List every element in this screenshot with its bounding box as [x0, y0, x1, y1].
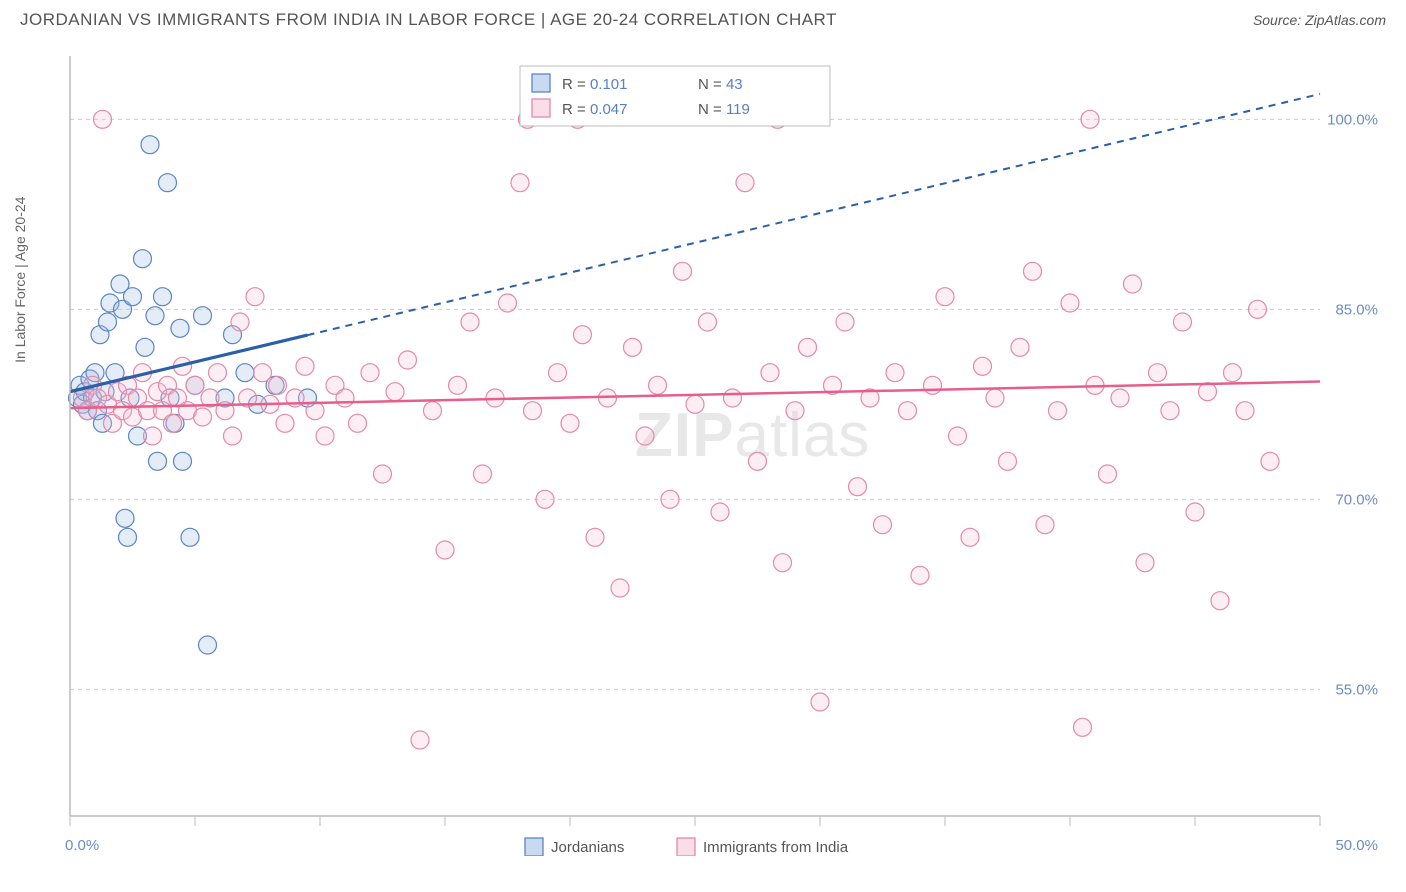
x-tick-label: 0.0% [65, 837, 99, 854]
y-tick-label: 55.0% [1335, 681, 1378, 698]
y-tick-label: 70.0% [1335, 491, 1378, 508]
chart-header: JORDANIAN VS IMMIGRANTS FROM INDIA IN LA… [0, 0, 1406, 36]
chart-title: JORDANIAN VS IMMIGRANTS FROM INDIA IN LA… [20, 10, 837, 30]
correlation-scatter-chart: 55.0%70.0%85.0%100.0%0.0%50.0%ZIPatlasR … [20, 36, 1386, 856]
source-prefix: Source: [1253, 12, 1305, 28]
legend-r-immigrants: R = 0.047 [562, 101, 627, 118]
legend-n-immigrants: N = 119 [698, 101, 750, 118]
x-tick-label: 50.0% [1335, 837, 1378, 854]
legend-label-immigrants: Immigrants from India [703, 839, 849, 856]
legend-r-jordanians: R = 0.101 [562, 76, 627, 93]
y-tick-label: 100.0% [1327, 111, 1378, 128]
source-name: ZipAtlas.com [1305, 12, 1386, 28]
y-axis-label: In Labor Force | Age 20-24 [12, 197, 28, 363]
chart-container: In Labor Force | Age 20-24 55.0%70.0%85.… [20, 36, 1386, 856]
legend-n-jordanians: N = 43 [698, 76, 743, 93]
source-attribution: Source: ZipAtlas.com [1253, 12, 1386, 28]
y-tick-label: 85.0% [1335, 301, 1378, 318]
legend-label-jordanians: Jordanians [551, 839, 624, 856]
